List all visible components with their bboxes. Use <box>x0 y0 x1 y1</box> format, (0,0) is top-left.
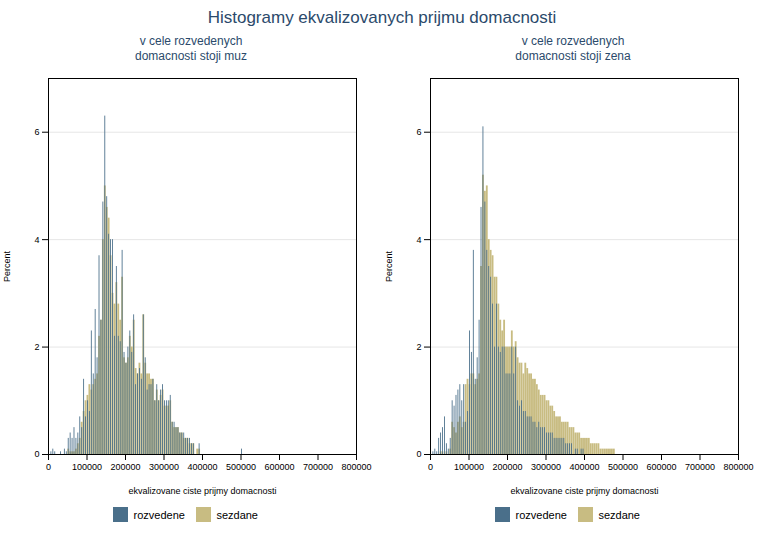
svg-text:300000: 300000 <box>531 462 561 472</box>
html-text:rozvedene: rozvedene <box>133 508 185 521</box>
svg-text:ekvalizovane ciste prijmy doma: ekvalizovane ciste prijmy domacnosti <box>128 486 276 496</box>
svg-text:500000: 500000 <box>608 462 638 472</box>
svg-text:6: 6 <box>416 127 421 137</box>
svg-text:2: 2 <box>34 342 39 352</box>
svg-text:200000: 200000 <box>110 462 140 472</box>
html-text:v cele rozvedenych domacnosti: v cele rozvedenych domacnosti stoji muz <box>135 34 247 63</box>
svg-text:4: 4 <box>34 235 39 245</box>
svg-text:400000: 400000 <box>187 462 217 472</box>
svg-text:500000: 500000 <box>226 462 256 472</box>
svg-text:100000: 100000 <box>454 462 484 472</box>
html-text:v cele rozvedenych domacnosti: v cele rozvedenych domacnosti stoji zena <box>515 34 631 63</box>
svg-text:6: 6 <box>34 127 39 137</box>
svg-text:0: 0 <box>428 462 433 472</box>
svg-text:Percent: Percent <box>2 250 12 282</box>
html-text:sezdane: sezdane <box>216 508 258 521</box>
svg-text:600000: 600000 <box>646 462 676 472</box>
svg-text:700000: 700000 <box>685 462 715 472</box>
svg-text:600000: 600000 <box>264 462 294 472</box>
svg-text:Percent: Percent <box>384 250 394 282</box>
svg-text:2: 2 <box>416 342 421 352</box>
svg-text:0: 0 <box>416 449 421 459</box>
svg-text:800000: 800000 <box>723 462 753 472</box>
svg-text:700000: 700000 <box>303 462 333 472</box>
svg-text:0: 0 <box>46 462 51 472</box>
html-text:sezdane: sezdane <box>598 508 640 521</box>
html-text:rozvedene: rozvedene <box>515 508 567 521</box>
svg-text:800000: 800000 <box>341 462 371 472</box>
svg-text:0: 0 <box>34 449 39 459</box>
svg-text:200000: 200000 <box>492 462 522 472</box>
svg-text:100000: 100000 <box>72 462 102 472</box>
html-text:Histogramy ekvalizovanych prij: Histogramy ekvalizovanych prijmu domacno… <box>207 8 557 27</box>
svg-text:300000: 300000 <box>149 462 179 472</box>
svg-text:ekvalizovane ciste prijmy doma: ekvalizovane ciste prijmy domacnosti <box>510 486 658 496</box>
svg-text:4: 4 <box>416 235 421 245</box>
svg-text:400000: 400000 <box>569 462 599 472</box>
